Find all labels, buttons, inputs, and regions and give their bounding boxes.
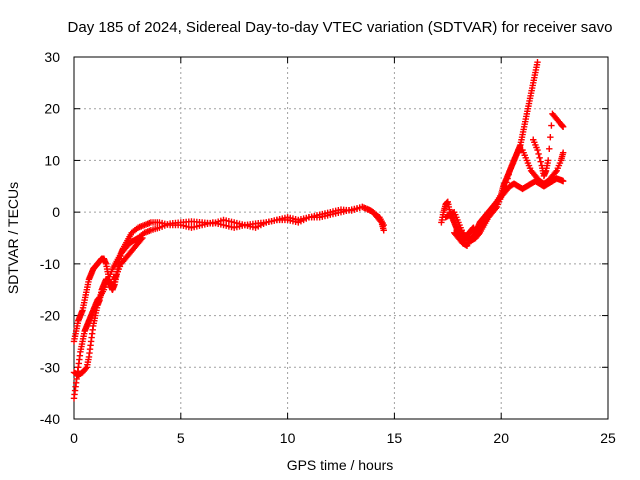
y-tick-label: -30 [40,359,60,375]
x-tick-label: 10 [280,430,296,446]
data-point [552,168,559,176]
data-point [535,150,542,158]
plot-frame [73,56,609,420]
chart-title: Day 185 of 2024, Sidereal Day-to-day VTE… [68,19,613,36]
y-tick-label: 0 [52,204,60,220]
y-tick-label: -40 [40,411,60,427]
data-point [138,236,145,243]
data-point [544,157,552,164]
x-tick-label: 20 [493,430,509,446]
series-arc-2 [70,234,146,345]
x-tick-label: 0 [70,430,78,446]
x-tick-label: 25 [600,430,616,446]
data-point [547,133,554,141]
data-point [502,183,509,190]
data-point [505,171,512,178]
y-tick-label: 30 [44,49,60,65]
data-point [504,175,511,182]
series-arc-6 [451,146,567,249]
y-tick-label: -20 [40,308,60,324]
y-tick-label: 20 [44,101,60,117]
data-point [139,234,146,242]
data-point [559,123,567,131]
data-point [534,146,541,154]
data-point [534,58,541,66]
x-tick-label: 5 [177,430,185,446]
data-point [548,122,555,129]
data-point [492,205,500,212]
series-arc-3 [70,203,387,379]
series-arc-1 [70,203,387,402]
data-point [503,179,510,186]
data-point [536,154,543,162]
x-axis-label: GPS time / hours [287,457,394,473]
y-axis-label: SDTVAR / TECUs [5,182,21,294]
data-point [559,177,567,185]
axis-ticks: 0 5 10 15 20 25 -40 -30 -20 -10 0 10 20 30 [40,49,616,446]
data-point [559,149,567,156]
series-arc-7 [530,110,567,180]
y-tick-label: -10 [40,256,60,272]
data-point [82,365,89,372]
y-tick-label: 10 [44,152,60,168]
data-markers [70,58,567,402]
x-tick-label: 15 [387,430,403,446]
data-point [380,221,387,229]
data-point [537,158,544,165]
data-point [546,145,553,152]
